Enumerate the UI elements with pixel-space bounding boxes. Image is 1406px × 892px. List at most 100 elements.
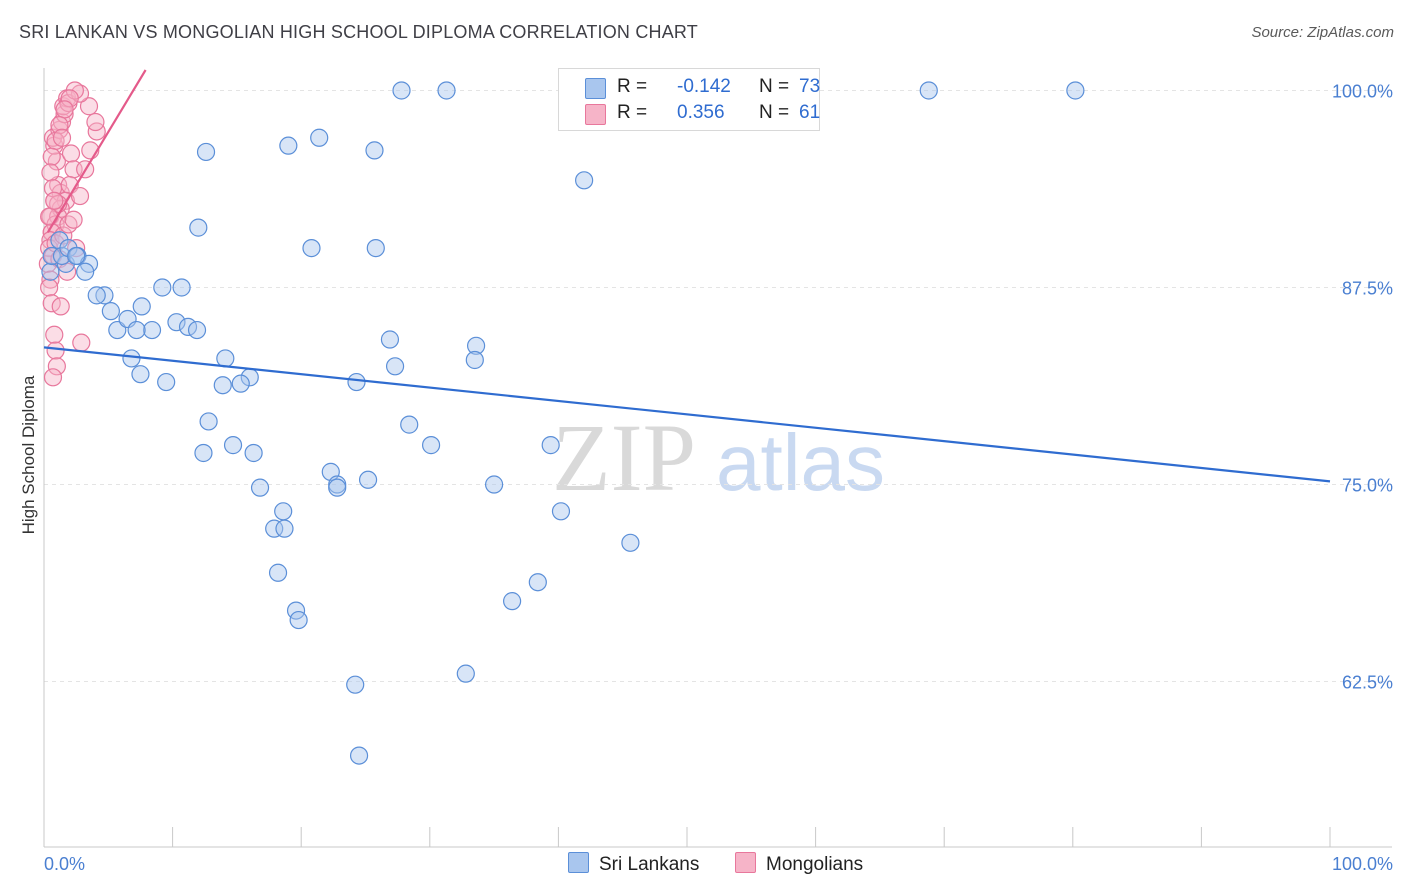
n-value: 73	[799, 76, 821, 97]
sri-lankans-point	[172, 278, 191, 297]
mongolians-legend-label: Mongolians	[766, 854, 864, 875]
mongolians-point	[64, 210, 83, 229]
source-label: Source: ZipAtlas.com	[1251, 24, 1394, 41]
sri-lankans-point	[366, 238, 385, 258]
sri-lankans-point	[485, 475, 504, 494]
y-tick-labels: 100.0% 87.5% 75.0% 62.5%	[1332, 81, 1393, 692]
sri-lankans-swatch	[585, 78, 606, 99]
sri-lankans-point	[274, 502, 293, 521]
sri-lankans-point	[919, 81, 938, 100]
mongolians-point	[45, 325, 64, 344]
x-tick-label-min: 0.0%	[44, 854, 85, 874]
legend-item-mongolians[interactable]: Mongolians	[735, 852, 863, 876]
sri-lankans-point	[196, 142, 216, 162]
sri-lankans-point	[310, 128, 329, 147]
mongolians-point	[47, 357, 66, 376]
y-axis-label: High School Diploma	[19, 375, 38, 534]
y-tick-label-3: 62.5%	[1342, 673, 1393, 693]
r-label: R =	[617, 102, 648, 123]
sri-lankans-legend-label: Sri Lankans	[599, 854, 700, 875]
sri-lankans-point	[231, 374, 250, 393]
r-label: R =	[617, 76, 648, 97]
y-tick-label-0: 100.0%	[1332, 81, 1393, 101]
sri-lankans-point	[621, 533, 640, 552]
sri-lankans-point	[131, 365, 150, 384]
sri-lankans-point	[466, 336, 486, 355]
mongolians-point	[43, 368, 63, 387]
sri-lankans-point	[437, 81, 456, 100]
sri-lankans-point	[216, 349, 235, 368]
axes	[43, 68, 1392, 848]
sri-lankans-point	[392, 81, 411, 100]
mongolians-point	[60, 89, 79, 108]
mongolians-point	[55, 100, 74, 119]
sri-lankans-point	[400, 415, 419, 434]
n-label: N =	[759, 102, 790, 123]
sri-lankans-point	[302, 238, 321, 258]
n-label: N =	[759, 76, 790, 97]
sri-lankans-point	[456, 664, 475, 683]
sri-lankans-point	[132, 297, 151, 316]
sri-lankans-point	[244, 443, 263, 463]
sri-lankans-legend-swatch	[568, 852, 589, 873]
x-tick-label-max: 100.0%	[1332, 854, 1393, 874]
sri-lankans-point	[275, 519, 294, 538]
sri-lankans-point	[87, 286, 106, 305]
r-value: 0.356	[677, 102, 725, 123]
mongolians-point	[40, 278, 59, 297]
mongolians-trendline	[46, 69, 147, 233]
y-tick-label-2: 75.0%	[1342, 476, 1393, 496]
sri-lankans-point	[265, 519, 284, 538]
mongolians-point	[40, 207, 59, 226]
mongolians-swatch	[585, 104, 606, 125]
sri-lankans-point	[465, 350, 484, 370]
mongolians-legend-swatch	[735, 852, 756, 873]
chart-title: SRI LANKAN VS MONGOLIAN HIGH SCHOOL DIPL…	[19, 22, 698, 42]
sri-lankans-point	[551, 502, 571, 521]
sri-lankans-point	[279, 136, 298, 155]
mongolians-point	[45, 191, 64, 210]
sri-lankans-point	[358, 470, 378, 489]
mongolians-point	[42, 147, 61, 166]
mongolians-point	[46, 341, 65, 360]
sri-lankans-trendline	[43, 346, 1331, 483]
sri-lankans-point	[167, 313, 186, 332]
correlation-legend: R = -0.142 N = 73 R = 0.356 N = 61	[558, 68, 820, 131]
watermark-zip: ZIP	[552, 404, 696, 511]
sri-lankans-point	[528, 573, 547, 592]
sri-lankans-point	[76, 262, 95, 281]
sri-lankans-point	[349, 746, 369, 765]
mongolians-point	[52, 128, 72, 147]
sri-lankans-point	[101, 302, 120, 321]
mongolians-point	[72, 333, 91, 352]
r-value: -0.142	[677, 76, 731, 97]
trendlines	[43, 69, 1331, 483]
sri-lankans-point	[223, 436, 243, 455]
sri-lankans-point	[189, 218, 208, 237]
sri-lankans-point	[328, 478, 347, 497]
sri-lankans-point	[250, 478, 270, 497]
mongolians-point	[41, 163, 60, 182]
sri-lankans-point	[289, 610, 308, 630]
sri-lankans-point	[347, 372, 366, 392]
sri-lankans-point	[187, 320, 207, 340]
sri-lankans-point	[385, 357, 405, 376]
sri-lankans-point	[95, 286, 114, 305]
legend-item-sri-lankans[interactable]: Sri Lankans	[568, 852, 699, 876]
sri-lankans-point	[199, 412, 218, 431]
sri-lankans-point	[380, 330, 400, 349]
sri-lankans-point	[213, 376, 232, 395]
sri-lankans-point	[575, 171, 594, 190]
sri-lankans-point	[67, 246, 86, 266]
sri-lankans-point	[541, 436, 560, 455]
sri-lankans-point	[153, 278, 172, 297]
sri-lankans-point	[122, 349, 141, 368]
mongolians-point	[86, 112, 105, 132]
sri-lankans-point	[127, 320, 146, 340]
mongolians-point	[51, 297, 70, 316]
sri-lankans-point	[503, 592, 522, 611]
mongolians-points	[38, 81, 106, 387]
sri-lankans-point	[346, 675, 365, 694]
n-value: 61	[799, 102, 821, 123]
sri-lankans-points	[41, 81, 1085, 765]
